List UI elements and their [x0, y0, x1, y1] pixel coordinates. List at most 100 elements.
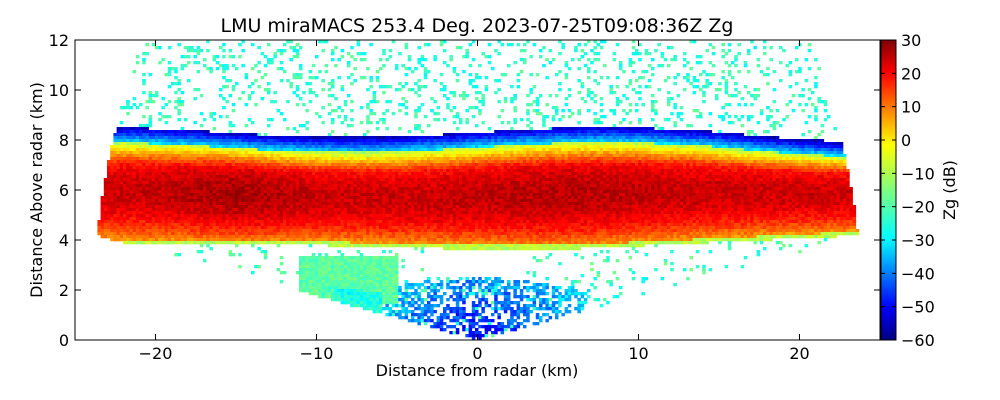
heatmap-cell — [116, 175, 121, 179]
heatmap-cell — [612, 148, 617, 152]
heatmap-cell — [612, 139, 617, 143]
heatmap-cell — [177, 100, 181, 104]
heatmap-cell — [820, 160, 825, 164]
heatmap-cell — [609, 169, 613, 173]
heatmap-cell — [523, 160, 527, 164]
heatmap-cell — [193, 97, 197, 101]
heatmap-cell — [475, 73, 479, 77]
heatmap-cell — [647, 172, 652, 176]
heatmap-cell — [667, 169, 671, 173]
heatmap-cell — [145, 151, 149, 155]
heatmap-cell — [455, 151, 460, 155]
heatmap-cell — [334, 181, 338, 185]
heatmap-cell — [260, 148, 265, 152]
heatmap-cell — [148, 130, 153, 134]
heatmap-cell — [343, 157, 348, 161]
heatmap-cell — [295, 154, 300, 158]
heatmap-cell — [391, 160, 396, 164]
heatmap-cell — [385, 169, 389, 173]
heatmap-cell — [759, 139, 764, 143]
heatmap-cell — [715, 88, 719, 92]
heatmap-cell — [817, 139, 821, 143]
heatmap-cell — [532, 139, 537, 143]
heatmap-cell — [567, 172, 572, 176]
heatmap-cell — [702, 163, 706, 167]
heatmap-cell — [548, 163, 553, 167]
heatmap-cell — [711, 154, 716, 158]
heatmap-cell — [817, 175, 821, 179]
heatmap-cell — [660, 136, 665, 140]
heatmap-cell — [529, 148, 533, 152]
heatmap-cell — [369, 109, 373, 113]
heatmap-cell — [519, 163, 524, 167]
heatmap-cell — [615, 151, 620, 155]
heatmap-cell — [708, 61, 713, 65]
heatmap-cell — [219, 157, 223, 161]
heatmap-cell — [702, 172, 706, 176]
heatmap-cell — [775, 172, 780, 176]
heatmap-cell — [651, 160, 655, 164]
heatmap-cell — [209, 169, 213, 173]
heatmap-cell — [180, 145, 185, 149]
heatmap-cell — [171, 160, 175, 164]
heatmap-cell — [292, 142, 297, 146]
heatmap-cell — [619, 178, 623, 182]
heatmap-cell — [113, 178, 117, 182]
heatmap-cell — [539, 163, 543, 167]
heatmap-cell — [177, 136, 181, 140]
heatmap-cell — [651, 172, 655, 176]
heatmap-cell — [228, 133, 233, 137]
heatmap-cell — [555, 106, 559, 110]
heatmap-cell — [756, 64, 761, 68]
heatmap-cell — [433, 118, 437, 122]
heatmap-cell — [283, 160, 287, 164]
heatmap-cell — [443, 49, 447, 53]
heatmap-cell — [590, 151, 594, 155]
heatmap-cell — [481, 154, 485, 158]
heatmap-cell — [756, 145, 761, 149]
heatmap-cell — [571, 175, 575, 179]
heatmap-cell — [219, 154, 223, 158]
heatmap-cell — [513, 181, 517, 185]
heatmap-cell — [583, 133, 588, 137]
heatmap-cell — [407, 169, 412, 173]
heatmap-cell — [334, 109, 338, 113]
heatmap-cell — [356, 145, 361, 149]
heatmap-cell — [203, 139, 207, 143]
heatmap-cell — [116, 154, 121, 158]
heatmap-cell — [177, 130, 181, 134]
heatmap-cell — [414, 127, 418, 131]
heatmap-cell — [731, 145, 735, 149]
heatmap-cell — [455, 133, 460, 137]
heatmap-cell — [347, 166, 351, 170]
heatmap-cell — [545, 172, 549, 176]
heatmap-cell — [638, 139, 642, 143]
heatmap-cell — [641, 76, 645, 80]
heatmap-cell — [289, 136, 293, 140]
heatmap-cell — [391, 181, 396, 185]
heatmap-cell — [523, 163, 527, 167]
heatmap-cell — [331, 157, 335, 161]
heatmap-cell — [151, 151, 156, 155]
heatmap-cell — [164, 157, 169, 161]
heatmap-cell — [830, 142, 834, 146]
heatmap-cell — [119, 181, 124, 185]
heatmap-cell — [356, 169, 361, 173]
heatmap-cell — [215, 157, 220, 161]
heatmap-cell — [683, 169, 687, 173]
heatmap-cell — [487, 145, 492, 149]
heatmap-cell — [631, 157, 636, 161]
heatmap-cell — [583, 127, 588, 131]
heatmap-cell — [523, 157, 527, 161]
heatmap-cell — [180, 130, 185, 134]
heatmap-cell — [699, 142, 703, 146]
heatmap-cell — [123, 139, 127, 143]
heatmap-cell — [423, 145, 428, 149]
heatmap-cell — [743, 139, 748, 143]
heatmap-cell — [548, 145, 553, 149]
heatmap-cell — [119, 163, 124, 167]
heatmap-cell — [212, 157, 217, 161]
heatmap-cell — [196, 151, 201, 155]
heatmap-cell — [337, 160, 341, 164]
heatmap-cell — [510, 100, 514, 104]
